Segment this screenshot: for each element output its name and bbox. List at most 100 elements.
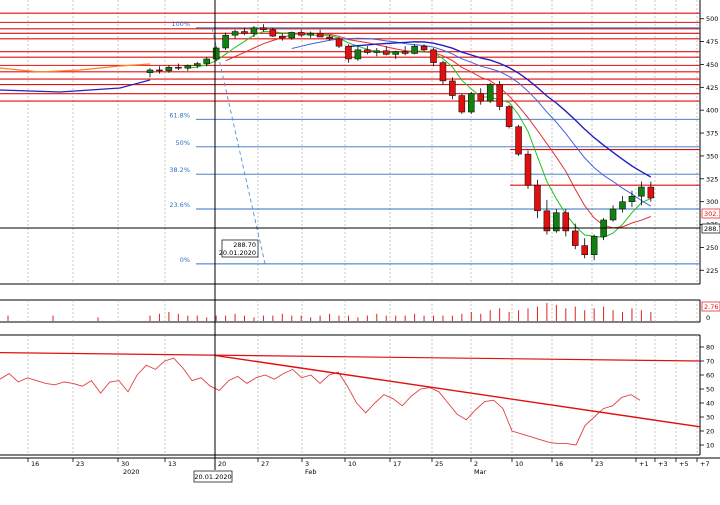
- price-tick-label-5: 350: [706, 152, 718, 160]
- candle-body-14: [279, 35, 286, 39]
- rsi-layer: [0, 352, 701, 446]
- candle-body-31: [439, 62, 447, 82]
- time-label-11: 10: [515, 460, 523, 468]
- history-blue-line: [0, 79, 151, 93]
- time-label-5: 27: [261, 460, 269, 468]
- ref-price-label: 288.70: [704, 225, 720, 233]
- rsi-tick-label-4: 50: [706, 386, 714, 394]
- candle-body-43: [553, 212, 560, 232]
- candle-body-0: [146, 69, 154, 73]
- price-tick-label-9: 450: [706, 61, 718, 69]
- candle-body-22: [354, 49, 362, 60]
- time-label-12: 16: [555, 460, 563, 468]
- axes-labels-layer: 2252502753003253503754004254504755000102…: [27, 15, 718, 476]
- rsi-line: [0, 357, 641, 446]
- candle-body-9: [231, 31, 239, 36]
- candle-body-46: [581, 245, 588, 255]
- price-tick-label-6: 375: [706, 130, 718, 138]
- price-tick-label-0: 225: [706, 267, 718, 275]
- price-tick-label-11: 500: [706, 15, 718, 23]
- candle-body-27: [401, 51, 409, 54]
- candle-body-42: [543, 210, 551, 232]
- rsi-upper-trendline: [0, 352, 701, 362]
- candle-body-12: [260, 27, 267, 30]
- ref-price-badge: [701, 223, 720, 234]
- time-label-16: +5: [679, 460, 689, 468]
- time-label-7: 10: [348, 460, 356, 468]
- time-label-17: +7: [700, 460, 710, 468]
- candle-body-28: [411, 45, 418, 54]
- candle-body-40: [524, 153, 532, 186]
- cursor-date-label: 20.01.2020: [194, 473, 231, 481]
- candle-body-1: [156, 69, 163, 72]
- cursor-tooltip-date: 20.01.2020: [219, 249, 256, 257]
- rsi-falling-trendline: [214, 354, 701, 428]
- time-label-6: 3: [305, 460, 309, 468]
- candle-body-7: [212, 47, 220, 60]
- month-label-1: Feb: [305, 468, 317, 476]
- time-label-1: 23: [76, 460, 84, 468]
- candle-body-36: [486, 84, 494, 102]
- candle-body-3: [175, 66, 182, 69]
- candle-body-17: [307, 33, 314, 36]
- time-label-14: +1: [639, 460, 649, 468]
- candle-body-32: [449, 80, 456, 96]
- time-label-3: 13: [168, 460, 176, 468]
- candle-body-34: [468, 93, 475, 113]
- volume-last-label: 2.76: [704, 303, 718, 311]
- candle-body-29: [420, 45, 428, 51]
- candle-body-51: [628, 195, 636, 202]
- candle-body-2: [165, 66, 173, 72]
- volume-tick-label-0: 0: [706, 314, 710, 322]
- price-tick-label-7: 400: [706, 107, 718, 115]
- time-label-9: 25: [435, 460, 443, 468]
- moving-averages-layer: [0, 30, 652, 239]
- month-label-0: 2020: [123, 468, 140, 476]
- candle-body-53: [647, 186, 655, 199]
- candle-body-15: [288, 32, 295, 39]
- candle-body-20: [335, 38, 343, 47]
- price-tick-label-3: 300: [706, 198, 718, 206]
- rsi-tick-label-7: 80: [706, 344, 714, 352]
- time-label-0: 16: [31, 460, 39, 468]
- time-label-4: 20: [218, 460, 226, 468]
- candle-body-24: [373, 50, 381, 53]
- time-label-2: 30: [121, 460, 129, 468]
- rsi-tick-label-1: 20: [706, 428, 714, 436]
- volume-last-badge: [701, 301, 720, 312]
- cursor-tooltip-price: 288.70: [233, 241, 256, 249]
- candle-body-13: [269, 29, 277, 37]
- candle-body-33: [458, 95, 466, 113]
- fib-drag-line: [211, 27, 266, 264]
- rsi-tick-label-0: 10: [706, 442, 714, 450]
- last-price-badge: [701, 208, 720, 219]
- fib-label-2: 50%: [176, 139, 190, 147]
- rsi-tick-label-6: 70: [706, 358, 714, 366]
- candle-body-39: [515, 126, 522, 155]
- candle-body-18: [316, 33, 324, 38]
- time-label-8: 17: [393, 460, 401, 468]
- candle-body-50: [619, 201, 626, 210]
- fib-label-1: 61.8%: [169, 111, 190, 119]
- candle-body-45: [572, 230, 579, 246]
- fib-label-4: 23.6%: [169, 201, 190, 209]
- volume-panel[interactable]: [0, 299, 701, 323]
- cursor-date-box: [193, 470, 233, 483]
- rsi-tick-label-5: 60: [706, 372, 714, 380]
- candle-body-30: [430, 49, 437, 63]
- rsi-panel[interactable]: [0, 334, 701, 456]
- fib-label-0: 100%: [171, 20, 190, 28]
- time-label-13: 23: [595, 460, 603, 468]
- candle-body-41: [534, 184, 541, 212]
- candle-body-47: [590, 236, 598, 255]
- fib-label-3: 38.2%: [169, 166, 190, 174]
- cursor-tooltip-box: [221, 239, 259, 258]
- candle-body-52: [638, 186, 645, 197]
- candle-body-4: [184, 65, 192, 69]
- candle-body-8: [222, 34, 229, 49]
- price-panel[interactable]: [0, 0, 701, 285]
- price-tick-label-1: 250: [706, 244, 718, 252]
- rsi-tick-label-2: 30: [706, 414, 714, 422]
- candle-body-25: [383, 50, 390, 55]
